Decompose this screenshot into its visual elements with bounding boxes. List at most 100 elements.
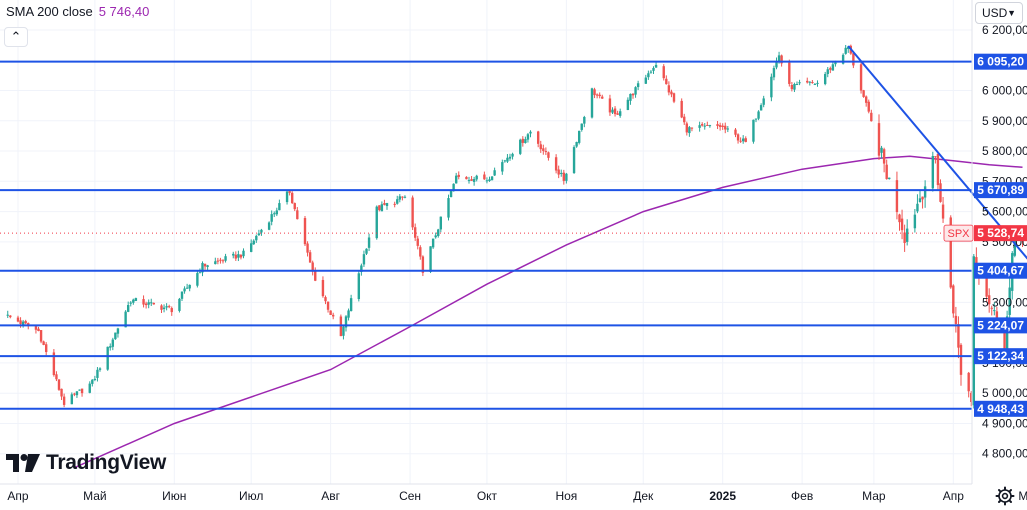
candle-body bbox=[457, 174, 460, 177]
candle-body bbox=[285, 191, 289, 203]
candle-body bbox=[493, 170, 496, 176]
candle-body bbox=[877, 123, 881, 156]
candle-body bbox=[508, 156, 512, 159]
candles bbox=[6, 44, 1024, 409]
candle-body bbox=[631, 93, 635, 96]
candle-body bbox=[237, 254, 240, 258]
candle-body bbox=[411, 197, 414, 228]
candle-body bbox=[806, 80, 809, 83]
price-tick-label: 6 000,00 bbox=[982, 84, 1027, 98]
candle-body bbox=[16, 317, 20, 322]
candle-body bbox=[900, 218, 904, 231]
candle-body bbox=[70, 394, 74, 405]
candle-body bbox=[667, 85, 671, 93]
candle-body bbox=[526, 134, 530, 140]
candle-body bbox=[864, 96, 868, 103]
trendline[interactable] bbox=[847, 45, 1027, 326]
price-axis[interactable]: 6 200,006 000,005 900,005 800,005 700,00… bbox=[982, 23, 1027, 461]
horizontal-levels[interactable] bbox=[0, 60, 972, 410]
candle-body bbox=[296, 210, 299, 220]
candle-body bbox=[257, 233, 261, 236]
candle-body bbox=[888, 177, 891, 180]
candle-body bbox=[554, 157, 558, 171]
candle-body bbox=[672, 93, 676, 102]
last-price-label-bg bbox=[974, 225, 1027, 242]
candle-body bbox=[501, 162, 504, 172]
level-label: 4 948,43 bbox=[977, 402, 1024, 416]
candle-body bbox=[690, 127, 694, 129]
downtrend-line[interactable] bbox=[847, 45, 1027, 326]
candle-body bbox=[739, 140, 742, 142]
candle-body bbox=[990, 307, 993, 309]
candle-body bbox=[260, 229, 263, 233]
candle-body bbox=[93, 378, 97, 380]
candle-body bbox=[431, 238, 435, 248]
candle-body bbox=[524, 139, 527, 144]
candle-body bbox=[167, 306, 171, 308]
candle-body bbox=[116, 328, 120, 334]
candle-body bbox=[98, 368, 102, 370]
collapse-legend-button[interactable]: ⌃ bbox=[4, 27, 28, 47]
candle-body bbox=[132, 299, 135, 303]
candle-body bbox=[670, 91, 673, 95]
time-tick-label: Май bbox=[1018, 489, 1027, 503]
candle-body bbox=[383, 203, 386, 205]
candle-body bbox=[859, 64, 863, 91]
candle-body bbox=[401, 196, 404, 198]
candle-body bbox=[201, 263, 204, 273]
candle-body bbox=[114, 332, 117, 340]
candle-body bbox=[88, 383, 91, 393]
candle-body bbox=[560, 172, 563, 174]
candle-body bbox=[275, 210, 279, 215]
candle-body bbox=[721, 125, 724, 127]
currency-label: USD bbox=[982, 6, 1008, 20]
candle-body bbox=[342, 326, 345, 336]
candle-body bbox=[160, 305, 163, 310]
candle-body bbox=[162, 307, 166, 309]
time-tick-label: Июл bbox=[239, 489, 263, 503]
level-label: 5 404,67 bbox=[977, 264, 1024, 278]
candle-body bbox=[178, 298, 181, 311]
indicator-legend[interactable]: SMA 200 close 5 746,40 bbox=[6, 4, 149, 19]
level-label-bg bbox=[974, 400, 1027, 417]
candle-body bbox=[331, 314, 335, 317]
candle-body bbox=[290, 192, 294, 204]
level-label: 6 095,20 bbox=[977, 55, 1024, 69]
candle-body bbox=[536, 131, 540, 144]
candle-body bbox=[557, 169, 560, 175]
candle-body bbox=[903, 232, 906, 243]
candle-body bbox=[232, 253, 235, 256]
candle-body bbox=[895, 180, 899, 213]
candle-body bbox=[44, 344, 48, 353]
tradingview-logo[interactable]: TradingView bbox=[6, 450, 166, 476]
candle-body bbox=[124, 311, 127, 328]
time-axis[interactable]: Апр Май Июн Июл Авг Сен Окт Ноя Дек 2025 Фев Мар Апр… bbox=[7, 489, 1027, 503]
level-label: 5 224,07 bbox=[977, 318, 1024, 332]
gear-icon[interactable] bbox=[995, 486, 1015, 506]
candle-body bbox=[757, 111, 760, 119]
candle-body bbox=[375, 206, 378, 239]
candle-body bbox=[547, 152, 550, 158]
candle-body bbox=[239, 255, 243, 258]
candle-body bbox=[488, 179, 491, 181]
tradingview-logo-icon bbox=[6, 454, 40, 472]
candle-body bbox=[185, 287, 189, 289]
candle-body bbox=[321, 279, 325, 297]
chevron-down-icon: ▼ bbox=[1007, 8, 1016, 18]
level-label-bg bbox=[974, 53, 1027, 70]
time-tick-label: Ноя bbox=[555, 489, 577, 503]
currency-select[interactable]: USD ▼ bbox=[975, 2, 1023, 24]
candle-body bbox=[57, 379, 61, 390]
candle-body bbox=[652, 67, 655, 71]
candle-body bbox=[562, 172, 566, 181]
candle-body bbox=[472, 179, 476, 182]
time-tick-label: 2025 bbox=[709, 489, 736, 503]
candle-body bbox=[793, 84, 796, 90]
candle-body bbox=[249, 243, 253, 252]
candle-body bbox=[970, 392, 973, 402]
candle-body bbox=[393, 203, 396, 205]
time-tick-label: Дек bbox=[633, 489, 654, 503]
candle-body bbox=[688, 127, 691, 134]
candle-body bbox=[611, 109, 614, 113]
